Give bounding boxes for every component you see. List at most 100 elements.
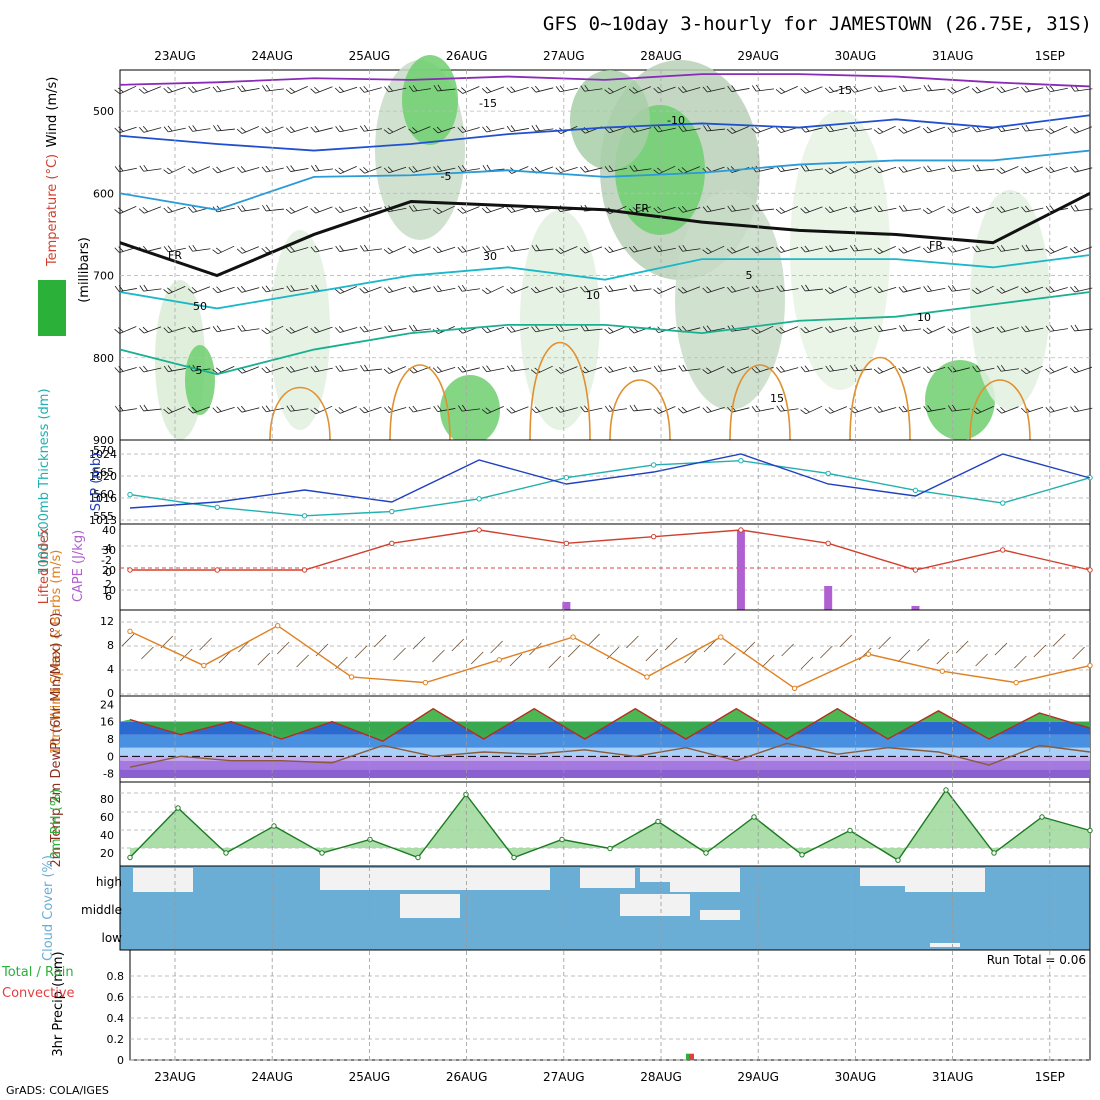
wind-barb-shaft bbox=[781, 326, 798, 334]
rh2m-point bbox=[271, 823, 277, 829]
temp-band bbox=[120, 756, 1090, 761]
wind-barb bbox=[285, 126, 309, 134]
wind-barb-shaft bbox=[878, 407, 897, 413]
wind-barb-flag bbox=[727, 85, 732, 92]
wind-barb-shaft bbox=[633, 168, 652, 172]
wind-barb-flag bbox=[506, 245, 512, 252]
thickness-point bbox=[563, 474, 570, 481]
wind-barb bbox=[383, 286, 407, 294]
wind10-barb bbox=[820, 645, 833, 659]
wind-barb bbox=[261, 165, 284, 173]
wind-barb-flag bbox=[923, 286, 928, 292]
wind10-barb bbox=[800, 656, 814, 670]
wind-barb-shaft bbox=[486, 206, 505, 214]
wind-barb-flag bbox=[874, 407, 880, 413]
wind-barb-shaft bbox=[952, 86, 970, 94]
wind-barb bbox=[898, 166, 921, 173]
wind-barb-shaft bbox=[168, 406, 186, 414]
wind-barb-shaft bbox=[364, 286, 382, 294]
wind-barb-shaft bbox=[462, 168, 480, 172]
wind-barb-shaft bbox=[780, 288, 799, 292]
wind-barb bbox=[286, 404, 309, 412]
wind-barb-flag bbox=[608, 405, 614, 412]
wind10-barb bbox=[179, 648, 193, 662]
wind10-speed-point bbox=[422, 679, 429, 686]
wind-barb-shaft bbox=[1025, 286, 1044, 294]
wind-barb-flag bbox=[727, 287, 733, 293]
wind-barb-flag bbox=[535, 325, 540, 332]
wind-barb bbox=[236, 246, 259, 254]
wind-barb bbox=[677, 406, 701, 414]
wind-barb-shaft bbox=[241, 328, 260, 332]
wind-barb-shaft bbox=[437, 366, 456, 374]
wind-barb-shaft bbox=[1074, 328, 1093, 332]
wind-barb-shaft bbox=[364, 166, 382, 174]
wind-barb-flag bbox=[363, 325, 369, 332]
wind-barb bbox=[922, 205, 945, 215]
wind-barb-shaft bbox=[707, 286, 725, 294]
wind-barb-flag bbox=[265, 84, 271, 91]
cloud-cover-block bbox=[860, 868, 905, 886]
wind10-barb bbox=[1033, 644, 1047, 658]
wind-barb-shaft bbox=[927, 126, 946, 134]
wind10-barb bbox=[742, 641, 756, 655]
wind-barb-flag bbox=[531, 86, 537, 93]
wind-barb-flag bbox=[114, 405, 120, 412]
wind-barb-flag bbox=[359, 87, 365, 93]
wind-barb-flag bbox=[241, 85, 246, 92]
wind-barb-flag bbox=[167, 125, 173, 132]
lifted-index-point bbox=[1000, 547, 1006, 553]
wind-barb-flag bbox=[804, 245, 810, 252]
wind-barb-flag bbox=[873, 249, 880, 254]
li-tick: 6 bbox=[105, 590, 112, 603]
wind-barb-flag bbox=[236, 248, 243, 254]
precip-bar-total bbox=[686, 1053, 689, 1060]
wind-barb-flag bbox=[286, 285, 291, 292]
rh-contour-area bbox=[185, 345, 215, 415]
wind-barb bbox=[237, 324, 260, 332]
wind-barb-flag bbox=[359, 326, 365, 333]
wind-barb bbox=[971, 326, 995, 334]
wind-barb-shaft bbox=[854, 406, 872, 414]
wind-barb-flag bbox=[828, 206, 835, 212]
wind-barb-flag bbox=[751, 367, 757, 374]
precip-legend-total: Total / Rain bbox=[1, 965, 74, 980]
wind-barb-shaft bbox=[1001, 207, 1019, 213]
wind-barb-shaft bbox=[192, 406, 211, 414]
wind-barb-flag bbox=[1021, 86, 1027, 93]
isotherm-line bbox=[119, 191, 1091, 278]
wind-barb-flag bbox=[902, 366, 908, 373]
isotherm-15-loop bbox=[609, 379, 671, 441]
lifted-index-point bbox=[214, 567, 220, 573]
wind-barb-flag bbox=[604, 127, 610, 134]
wind-barb bbox=[457, 284, 480, 292]
wind10-barb bbox=[878, 636, 891, 650]
wind-barb-flag bbox=[215, 367, 222, 373]
wind-barb-flag bbox=[678, 245, 683, 252]
wind-barb-flag bbox=[975, 206, 982, 212]
wind-barb bbox=[261, 285, 284, 293]
wind10-speed-point bbox=[274, 622, 281, 629]
wind-barb-shaft bbox=[682, 207, 701, 213]
pressure-tick-label: 500 bbox=[93, 105, 114, 118]
wind-barb-flag bbox=[486, 125, 491, 132]
wind10-barb bbox=[470, 651, 484, 665]
wind-barb-flag bbox=[678, 125, 683, 132]
wind10-barb bbox=[199, 637, 212, 651]
date-label-bottom: 25AUG bbox=[349, 1070, 391, 1084]
wind-barb-flag bbox=[265, 405, 271, 412]
wind-barb-flag bbox=[922, 247, 929, 254]
wind-barb-shaft bbox=[805, 247, 823, 253]
wind-barb-flag bbox=[261, 247, 267, 254]
rh2m-point bbox=[847, 827, 853, 834]
wind-barb-flag bbox=[334, 288, 341, 294]
wind-barb bbox=[702, 365, 725, 375]
wind-barb-shaft bbox=[339, 368, 358, 372]
wind-barb-shaft bbox=[266, 126, 284, 134]
wind-barb-flag bbox=[187, 408, 194, 414]
wind-barb-shaft bbox=[462, 247, 480, 253]
wind-barb-flag bbox=[849, 125, 855, 132]
wind-barb-flag bbox=[383, 249, 390, 254]
wind-barb-shaft bbox=[756, 167, 774, 173]
